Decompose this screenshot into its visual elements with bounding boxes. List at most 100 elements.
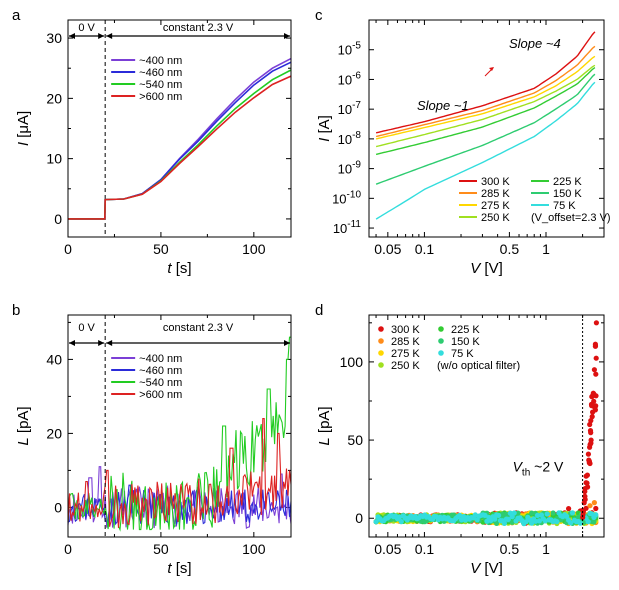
series-line [375,31,596,134]
data-point [534,512,541,519]
data-point [457,512,463,518]
series-line [375,64,596,148]
data-point [591,367,598,373]
data-point [584,472,591,478]
data-point [587,428,594,434]
series-line [375,45,596,138]
data-point [523,519,529,525]
legend-label: 300 K [391,324,420,336]
data-point [575,510,581,516]
arrow-head [284,340,290,346]
legend-note: (w/o optical filter) [437,360,520,372]
data-point [588,418,594,424]
plot-frame [368,19,605,238]
arrow-head [69,33,75,39]
data-point [554,519,560,525]
y-tick-label: 30 [46,30,62,46]
panel-c: c 0.05 0.1 0.5 1 10-11 10-10 10-9 10-8 10-7 10-6 10… [315,7,611,277]
panel-a: a 0 50 100 0 10 20 30 0 V constant 2.3 V ~400 nm~4… [12,7,292,277]
y-tick-label: 0 [54,211,62,227]
x-axis-label: V [V] [470,260,503,277]
y-tick-label: 10-5 [338,41,362,58]
arrow-head [98,33,105,39]
y-tick-label: 10-8 [338,130,362,147]
data-point [591,500,598,506]
legend-label: 225 K [553,176,582,188]
y-tick-label: 0 [355,510,363,526]
legend-marker [438,350,444,356]
y-tick-label: 10-11 [333,219,362,236]
data-point [398,519,404,525]
data-point [482,512,488,519]
data-point [544,511,550,517]
x-axis-label: t [s] [167,260,191,277]
y-tick-label: 50 [347,432,363,448]
data-point [584,480,590,486]
legend-label: 75 K [451,348,474,360]
legend-label: 225 K [451,324,480,336]
data-point [550,510,556,516]
data-point [566,506,572,512]
legend-label: 250 K [481,212,510,224]
annotation-right: constant 2.3 V [163,22,234,34]
legend-label: >600 nm [139,91,182,103]
y-tick-label: 100 [340,354,364,370]
legend-marker [378,362,384,368]
plot-frame [67,314,292,538]
arrow-head [284,33,290,39]
annotation-right: constant 2.3 V [163,322,234,334]
data-point [499,511,506,517]
panel-letter: a [12,7,21,24]
threshold-label: Vth ~2 V [513,458,564,478]
x-tick-label: 100 [242,241,266,257]
arrow-head [98,340,105,346]
data-point [536,518,543,524]
data-point [586,457,592,463]
series-line [68,75,292,220]
series-line [375,55,596,140]
legend-label: 75 K [553,200,576,212]
slope-1-label: Slope ~1 [417,98,469,113]
data-point [593,505,599,512]
data-point [515,510,521,516]
y-axis-label: I [μA] [15,111,32,146]
y-tick-label: 10-9 [338,160,362,177]
data-point [592,343,599,349]
legend-label: 275 K [481,200,510,212]
data-point [529,510,535,516]
legend-label: 150 K [553,188,582,200]
x-tick-label: 0 [64,541,72,557]
x-tick-label: 1 [542,241,550,257]
panel-letter: b [12,302,20,319]
y-tick-label: 10 [46,151,62,167]
data-point [593,371,599,377]
legend-label: ~400 nm [139,55,182,67]
data-point [568,520,574,526]
x-tick-label: 0.05 [374,241,401,257]
data-point [511,510,517,516]
series-line [375,67,596,156]
legend-marker [438,338,444,344]
legend-label: ~540 nm [139,79,182,91]
series-line [375,73,596,185]
legend-label: 285 K [391,336,420,348]
legend-label: 150 K [451,336,480,348]
data-point [587,503,593,509]
data-point [492,516,498,522]
data-point [593,320,600,326]
x-axis-label: t [s] [167,560,191,577]
arrow-head [69,340,75,346]
slope-4-label: Slope ~4 [509,36,561,51]
data-point [591,391,597,397]
legend-label: >600 nm [139,389,182,401]
legend-note: (V_offset=2.3 V) [531,212,611,224]
legend-marker [378,326,384,332]
x-tick-label: 0.1 [415,541,435,557]
legend-marker [438,326,444,332]
data-point [593,355,599,361]
legend-label: 285 K [481,188,510,200]
data-point [585,451,592,457]
data-point [590,409,596,415]
